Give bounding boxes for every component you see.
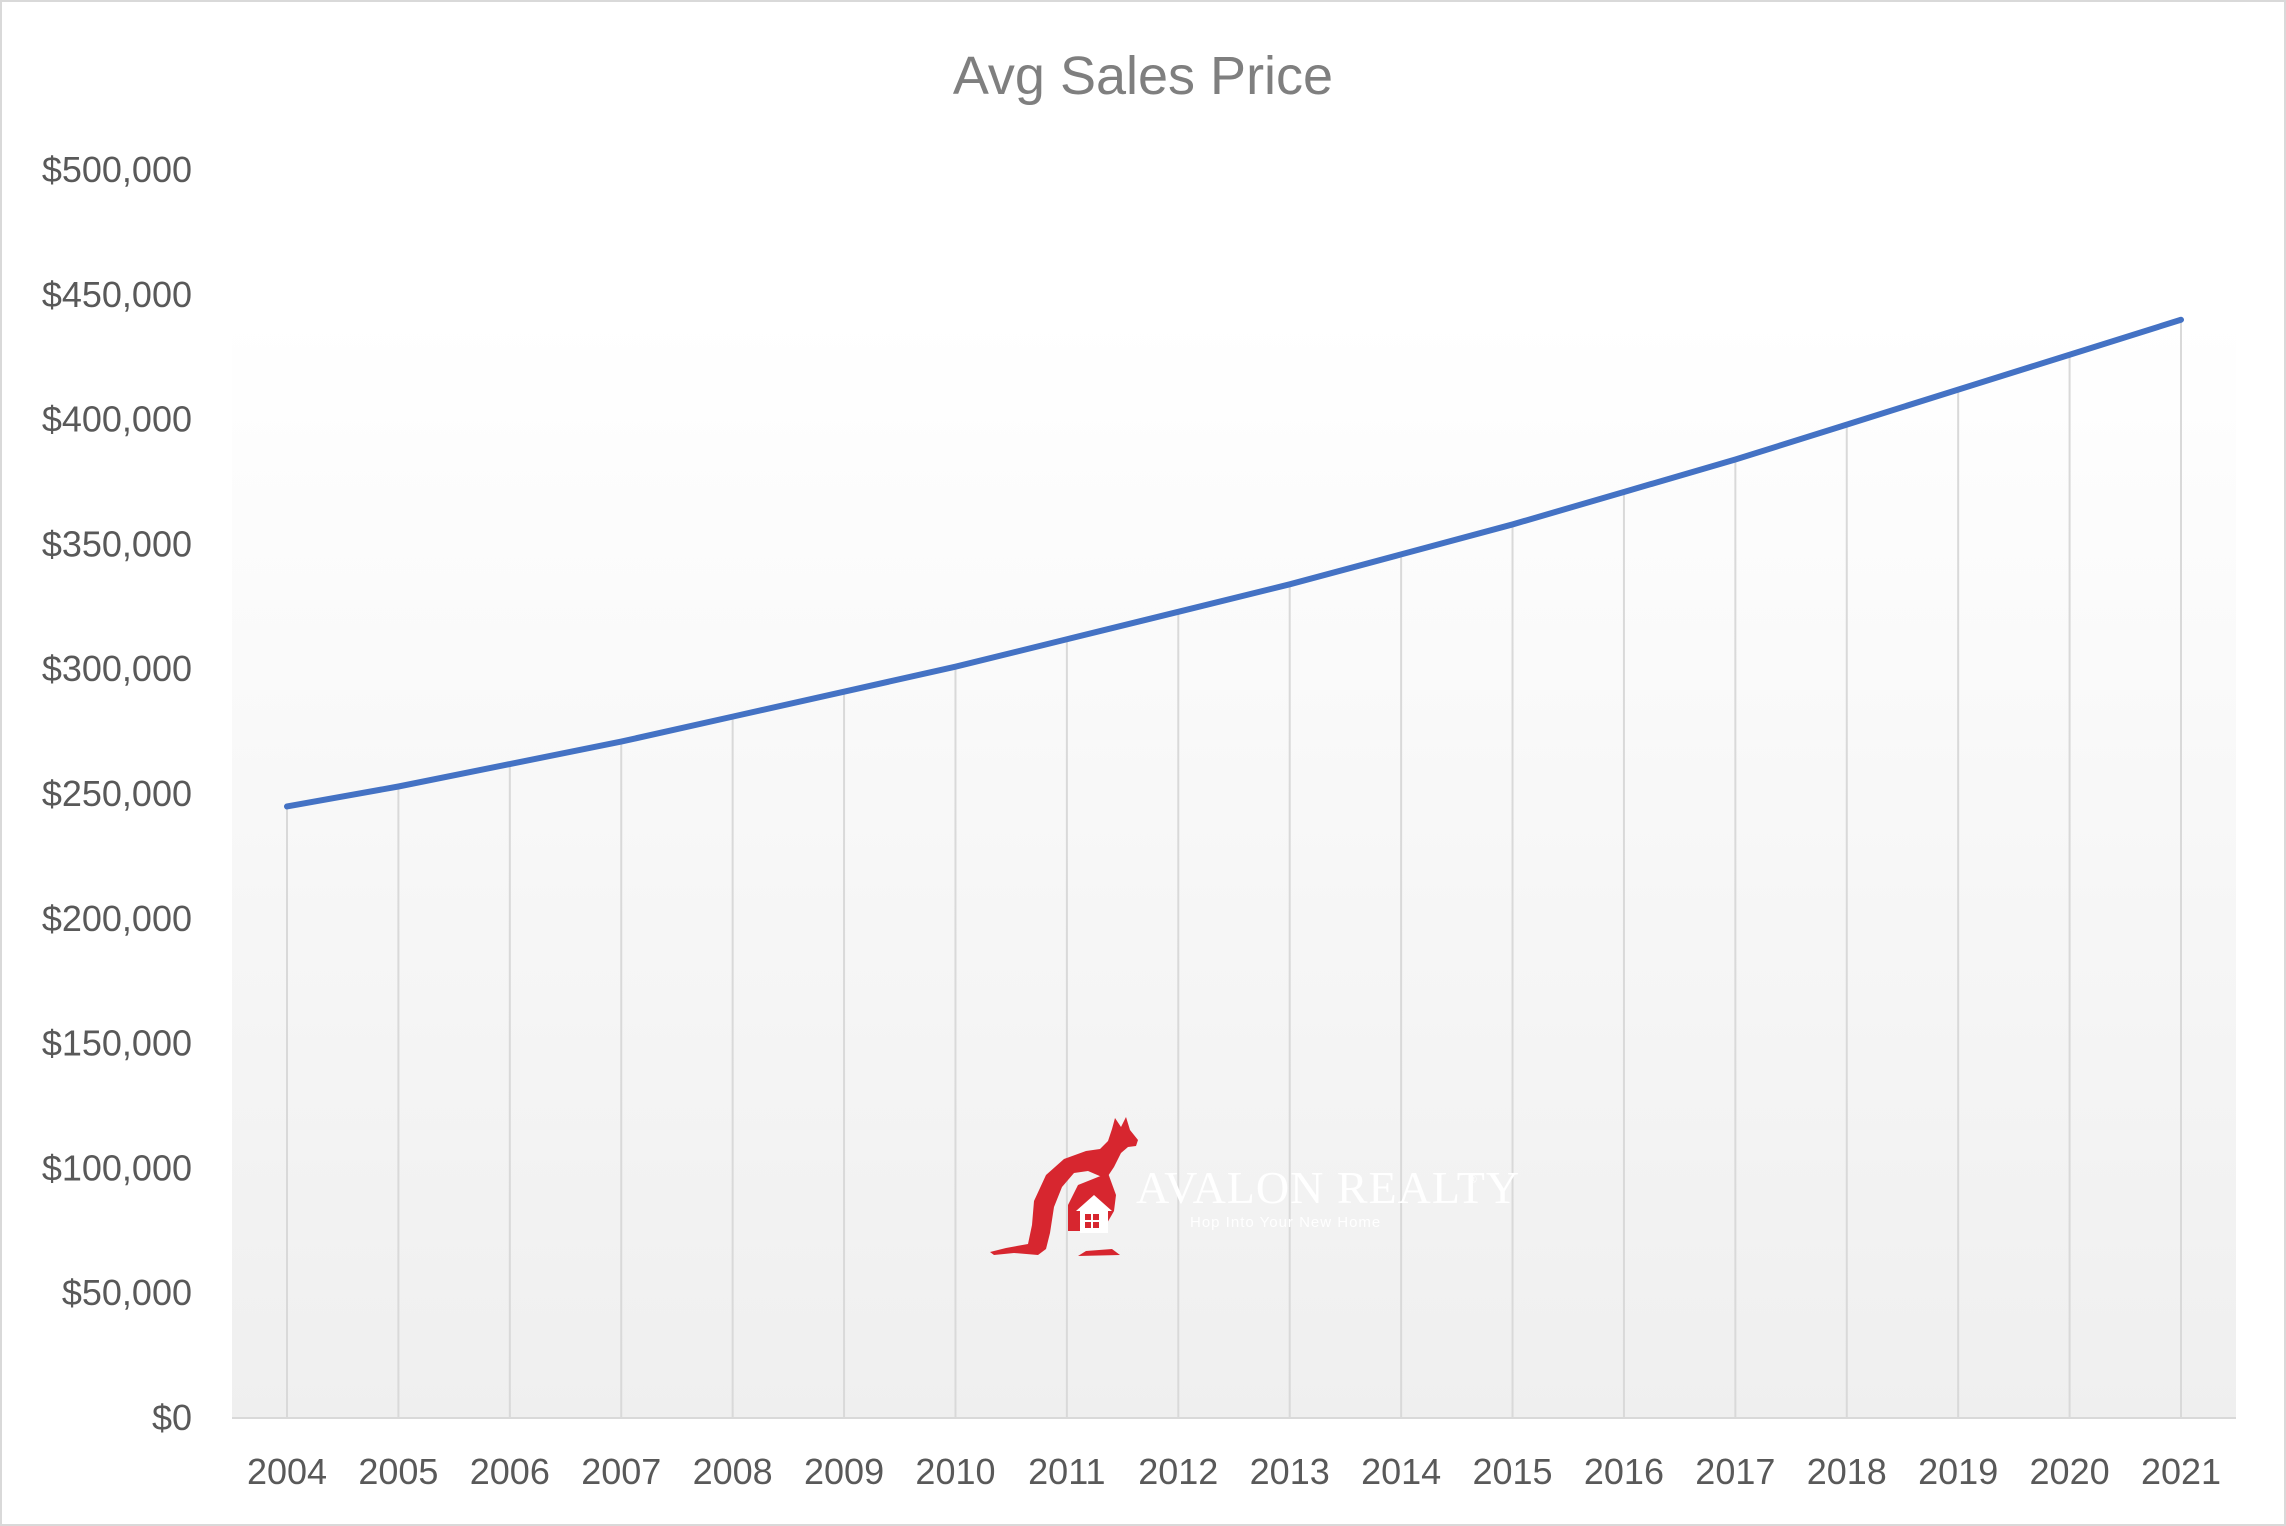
avalon-realty-watermark: AVALON REALTY ® Hop Into Your New Home	[990, 1117, 1520, 1256]
x-tick-label: 2008	[693, 1451, 773, 1492]
y-tick-label: $50,000	[62, 1272, 192, 1313]
x-tick-label: 2017	[1695, 1451, 1775, 1492]
x-tick-label: 2006	[470, 1451, 550, 1492]
x-tick-label: 2010	[915, 1451, 995, 1492]
kangaroo-house-icon	[990, 1117, 1138, 1256]
x-tick-label: 2021	[2141, 1451, 2221, 1492]
brand-name: AVALON REALTY	[1136, 1162, 1520, 1213]
series-line	[284, 316, 2184, 810]
plot-area	[232, 315, 2236, 1418]
chart-title: Avg Sales Price	[953, 46, 1333, 106]
y-tick-label: $250,000	[42, 773, 192, 814]
x-tick-label: 2011	[1028, 1451, 1105, 1492]
x-tick-label: 2015	[1472, 1451, 1552, 1492]
y-tick-label: $100,000	[42, 1147, 192, 1188]
x-tick-label: 2009	[804, 1451, 884, 1492]
x-tick-label: 2004	[247, 1451, 327, 1492]
x-tick-label: 2014	[1361, 1451, 1441, 1492]
registered-mark: ®	[1468, 1172, 1478, 1186]
x-tick-label: 2016	[1584, 1451, 1664, 1492]
y-tick-label: $0	[152, 1397, 192, 1438]
x-tick-label: 2005	[358, 1451, 438, 1492]
y-tick-label: $400,000	[42, 399, 192, 440]
y-tick-label: $150,000	[42, 1023, 192, 1064]
x-tick-label: 2020	[2030, 1451, 2110, 1492]
y-tick-label: $200,000	[42, 898, 192, 939]
brand-tagline: Hop Into Your New Home	[1190, 1214, 1381, 1231]
y-tick-label: $450,000	[42, 274, 192, 315]
y-tick-label: $500,000	[42, 149, 192, 190]
y-tick-label: $300,000	[42, 648, 192, 689]
x-tick-label: 2019	[1918, 1451, 1998, 1492]
x-tick-label: 2012	[1138, 1451, 1218, 1492]
y-tick-label: $350,000	[42, 523, 192, 564]
x-tick-label: 2018	[1807, 1451, 1887, 1492]
x-tick-label: 2013	[1250, 1451, 1330, 1492]
x-tick-label: 2007	[581, 1451, 661, 1492]
